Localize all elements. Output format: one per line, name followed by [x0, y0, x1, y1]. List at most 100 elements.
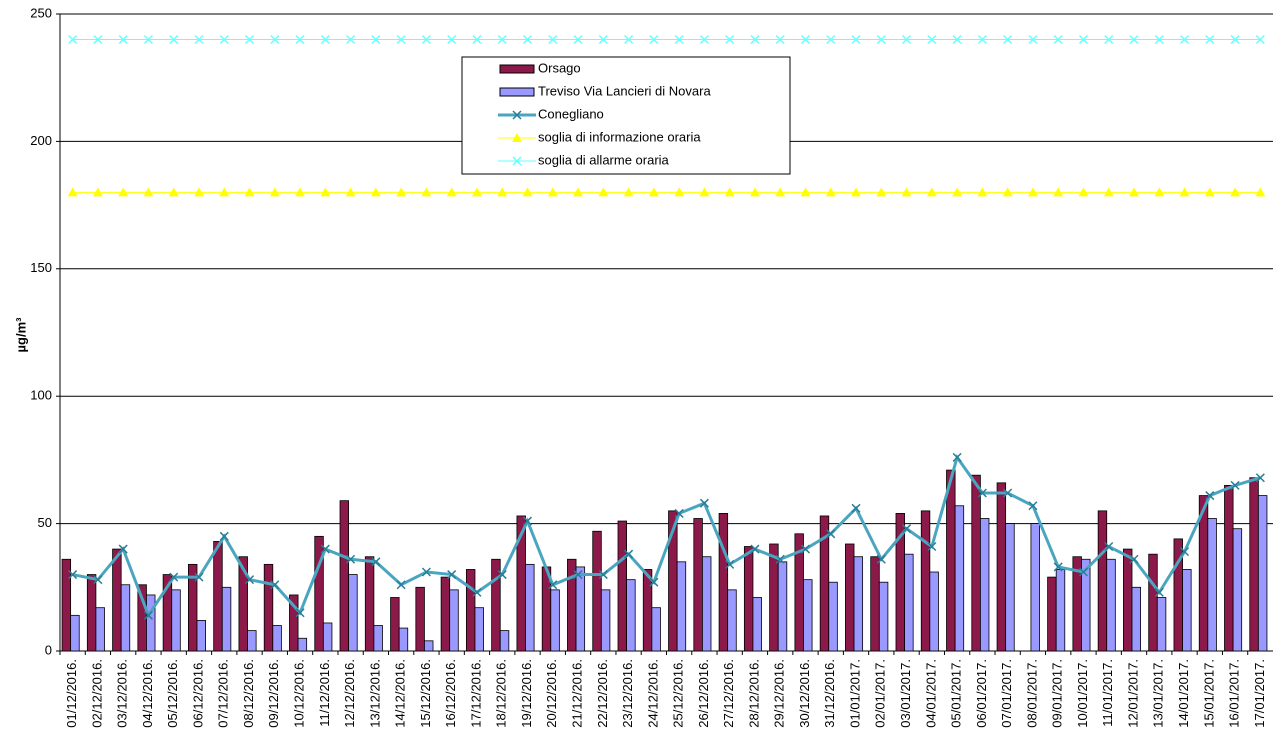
- bar: [617, 520, 627, 652]
- bar: [187, 563, 198, 652]
- point: [193, 187, 204, 197]
- point: [674, 34, 684, 45]
- x-tick-label: 03/12/2016.: [115, 659, 130, 728]
- x-tick-label: 09/01/2017.: [1050, 659, 1065, 728]
- point: [1103, 187, 1114, 197]
- point: [497, 187, 508, 197]
- point: [1053, 562, 1063, 572]
- point: [1180, 547, 1190, 557]
- point: [1104, 542, 1114, 552]
- point: [851, 503, 861, 513]
- point: [876, 34, 886, 45]
- bar: [1257, 495, 1268, 652]
- bar: [1224, 484, 1234, 652]
- point: [396, 187, 407, 197]
- point: [977, 187, 988, 197]
- point: [446, 187, 457, 197]
- point: [421, 567, 431, 577]
- bar: [297, 637, 308, 652]
- point: [370, 187, 381, 197]
- point: [800, 34, 811, 45]
- x-tick-label: 14/12/2016.: [393, 659, 408, 728]
- x-tick-label: 07/01/2017.: [999, 659, 1014, 728]
- point: [1154, 34, 1164, 45]
- x-tick-label: 16/01/2017.: [1227, 659, 1242, 728]
- bar: [929, 571, 939, 652]
- bar: [1106, 558, 1116, 652]
- point: [143, 610, 153, 620]
- point: [775, 34, 785, 45]
- x-tick-label: 05/12/2016.: [165, 659, 180, 728]
- legend-marker: [512, 133, 522, 142]
- point: [245, 575, 255, 585]
- x-tick-label: 01/12/2016.: [64, 659, 79, 728]
- point: [396, 34, 406, 45]
- point: [168, 187, 179, 197]
- x-tick-label: 19/12/2016.: [519, 659, 534, 728]
- bar: [70, 614, 80, 652]
- point: [800, 187, 811, 197]
- point: [118, 187, 129, 197]
- y-tick-label: 250: [30, 5, 52, 20]
- point: [952, 452, 962, 462]
- bar: [415, 586, 425, 652]
- point: [270, 34, 280, 45]
- point: [67, 187, 78, 197]
- x-tick-label: 10/12/2016.: [292, 659, 307, 728]
- point: [876, 554, 886, 564]
- x-tick-label: 11/12/2016.: [317, 659, 332, 727]
- bar: [196, 620, 206, 652]
- point: [649, 34, 659, 45]
- point: [573, 34, 583, 45]
- y-tick-label: 0: [45, 642, 52, 657]
- bar: [525, 563, 535, 652]
- point: [295, 187, 306, 197]
- x-tick-label: 31/12/2016.: [822, 659, 837, 728]
- bar: [440, 576, 451, 652]
- point: [1027, 187, 1038, 197]
- point: [118, 544, 128, 554]
- x-tick-label: 08/01/2017.: [1024, 659, 1039, 728]
- point: [750, 34, 760, 45]
- bar: [373, 625, 383, 652]
- bar: [339, 500, 350, 652]
- point: [371, 34, 381, 45]
- point: [598, 34, 608, 45]
- x-tick-label: 14/01/2017.: [1176, 659, 1191, 728]
- point: [1230, 480, 1240, 490]
- bar: [803, 579, 813, 652]
- point: [345, 187, 356, 197]
- bar: [642, 569, 653, 652]
- x-tick-label: 26/12/2016.: [696, 659, 711, 728]
- bar: [550, 589, 560, 652]
- point: [1255, 187, 1266, 197]
- legend-swatch: [499, 64, 535, 74]
- point: [952, 187, 963, 197]
- point: [219, 531, 229, 541]
- point: [624, 549, 634, 559]
- point: [800, 544, 811, 554]
- point: [471, 187, 482, 197]
- legend-marker: [512, 110, 522, 120]
- x-tick-label: 28/12/2016.: [746, 659, 761, 728]
- point: [320, 34, 330, 45]
- point: [472, 587, 482, 597]
- point: [93, 575, 103, 585]
- bar: [592, 530, 602, 652]
- x-tick-label: 12/12/2016.: [342, 659, 357, 728]
- x-tick-label: 17/12/2016.: [468, 659, 483, 728]
- point: [674, 508, 684, 518]
- bar: [567, 558, 577, 652]
- bar: [718, 513, 729, 652]
- point: [522, 187, 533, 197]
- bar: [465, 569, 476, 652]
- x-tick-label: 02/12/2016.: [89, 659, 104, 728]
- y-tick-label: 50: [38, 515, 52, 530]
- point: [447, 570, 457, 580]
- point: [825, 187, 836, 197]
- point: [1255, 473, 1265, 483]
- bar: [213, 541, 223, 652]
- y-tick-label: 200: [30, 133, 52, 148]
- bar: [272, 625, 282, 652]
- point: [699, 187, 710, 197]
